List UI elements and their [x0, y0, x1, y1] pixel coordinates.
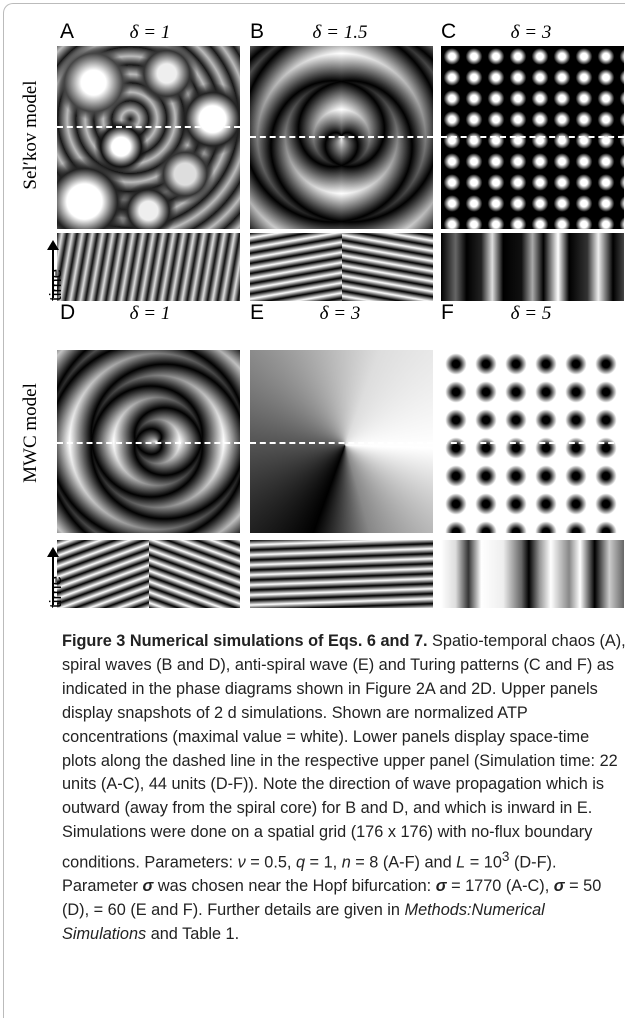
caption-text: = 8 (A-F) and	[351, 854, 456, 872]
stripes	[342, 233, 434, 301]
panel-label: δ = 3	[441, 22, 621, 44]
dashed-line	[250, 136, 433, 138]
symbol: σ	[554, 877, 565, 895]
caption-text: Spatio-temporal chaos (A), spiral waves …	[62, 632, 625, 872]
stripes	[149, 540, 241, 608]
caption-text: = 1,	[305, 854, 342, 872]
panel-label: δ = 1	[60, 303, 240, 325]
caption: Figure 3 Numerical simulations of Eqs. 6…	[62, 630, 625, 947]
spacetime-plot	[441, 233, 624, 301]
snapshot-spiral	[57, 350, 240, 533]
row-label: MWC model	[20, 333, 42, 533]
caption-text: = 1770 (A-C),	[447, 877, 554, 895]
panel-label: δ = 1.5	[250, 22, 430, 44]
symbol: n	[342, 854, 351, 872]
dashed-line	[441, 442, 624, 444]
spacetime-plot	[250, 540, 433, 608]
snapshot-antispiral	[250, 350, 433, 533]
dashed-line	[250, 442, 433, 444]
snapshot-spiral	[250, 46, 433, 229]
symbol: σ	[143, 877, 154, 895]
snapshot-turing	[441, 46, 624, 229]
symbol: ν	[238, 854, 246, 872]
symbol: σ	[436, 877, 447, 895]
caption-text: = 0.5,	[246, 854, 296, 872]
spacetime-plot	[250, 233, 433, 301]
page: A δ = 1 B δ = 1.5 C δ = 3 Sel′kov model …	[0, 0, 625, 1021]
panel-label: δ = 3	[250, 303, 430, 325]
dashed-line	[57, 442, 240, 444]
stripes	[250, 233, 342, 301]
caption-title: Figure 3 Numerical simulations of Eqs. 6…	[62, 632, 428, 650]
panel-label: δ = 1	[60, 22, 240, 44]
symbol: L	[456, 854, 465, 872]
dashed-line	[441, 136, 624, 138]
symbol: q	[296, 854, 305, 872]
time-arrow	[47, 547, 59, 607]
caption-text: was chosen near the Hopf bifurcation:	[153, 877, 435, 895]
time-arrow	[47, 240, 59, 300]
row-label: Sel′kov model	[20, 35, 42, 235]
stripes	[57, 540, 149, 608]
caption-text: and Table 1.	[146, 925, 239, 943]
spacetime-plot	[57, 233, 240, 301]
snapshot-chaos	[57, 46, 240, 229]
snapshot-turing	[441, 350, 624, 533]
spacetime-plot	[441, 540, 624, 608]
dashed-line	[57, 126, 240, 128]
panel-label: δ = 5	[441, 303, 621, 325]
caption-text: = 10	[465, 854, 502, 872]
spacetime-plot	[57, 540, 240, 608]
